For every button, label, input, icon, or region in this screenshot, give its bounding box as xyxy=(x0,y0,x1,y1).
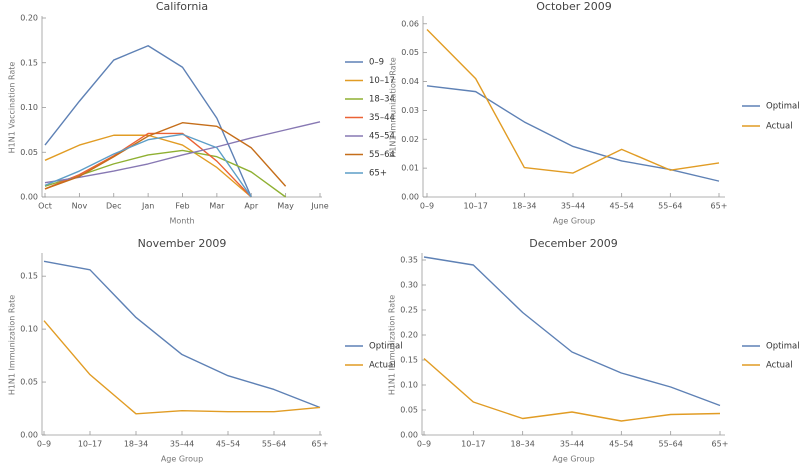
y-tick-label: 0.00 xyxy=(401,193,419,202)
x-tick-label: 10–17 xyxy=(463,202,487,211)
y-tick-label: 0.30 xyxy=(400,281,418,290)
legend-label: Actual xyxy=(369,361,396,371)
legend-label: Optimal xyxy=(766,342,800,352)
series-line xyxy=(423,357,721,422)
series-line xyxy=(426,85,720,182)
y-axis-label: H1N1 Vaccination Rate xyxy=(8,62,17,154)
y-tick-label: 0.00 xyxy=(20,431,38,440)
legend-label: Actual xyxy=(766,122,793,132)
x-tick-label: 10–17 xyxy=(461,440,485,449)
y-tick-label: 0.35 xyxy=(400,256,418,265)
x-tick-label: 55–64 xyxy=(658,202,682,211)
x-tick-label: 45–54 xyxy=(216,440,240,449)
y-tick-label: 0.00 xyxy=(20,193,38,202)
x-axis-label: Age Group xyxy=(161,455,203,464)
y-tick-label: 0.25 xyxy=(400,306,418,315)
x-tick-label: 65+ xyxy=(312,440,329,449)
x-tick-label: 18–34 xyxy=(124,440,148,449)
y-tick-label: 0.01 xyxy=(401,164,419,173)
x-tick-label: Apr xyxy=(244,202,259,211)
x-tick-label: 35–44 xyxy=(170,440,194,449)
x-tick-label: 0–9 xyxy=(420,202,434,211)
legend-label: 65+ xyxy=(369,169,387,179)
series-line xyxy=(44,134,252,198)
y-tick-label: 0.05 xyxy=(401,48,419,57)
legend-label: 10–17 xyxy=(369,76,395,86)
series-line xyxy=(44,45,252,198)
x-axis-label: Age Group xyxy=(552,455,594,464)
series-line xyxy=(426,29,720,174)
legend-label: 55–64 xyxy=(369,150,395,160)
legend-label: Optimal xyxy=(766,102,800,112)
y-tick-label: 0.03 xyxy=(401,106,419,115)
y-tick-label: 0.15 xyxy=(20,272,38,281)
series-line xyxy=(44,132,252,198)
x-axis-label: Age Group xyxy=(553,217,595,226)
y-tick-label: 0.20 xyxy=(20,14,38,23)
y-axis-label: H1N1 Immunization Rate xyxy=(8,295,17,395)
x-tick-label: 0–9 xyxy=(417,440,431,449)
y-axis-label: H1N1 Immunization Rate xyxy=(389,57,398,157)
x-tick-label: Nov xyxy=(72,202,88,211)
x-tick-label: Jan xyxy=(141,202,154,211)
chart-title: December 2009 xyxy=(529,237,618,250)
y-tick-label: 0.10 xyxy=(20,325,38,334)
y-tick-label: 0.05 xyxy=(20,148,38,157)
y-tick-label: 0.06 xyxy=(401,19,419,28)
x-tick-label: 65+ xyxy=(712,440,729,449)
y-tick-label: 0.10 xyxy=(400,381,418,390)
series-line xyxy=(423,256,721,407)
legend-label: Actual xyxy=(766,361,793,371)
series-line xyxy=(43,320,321,415)
series-line xyxy=(44,122,287,190)
legend-label: 45–54 xyxy=(369,132,395,142)
x-tick-label: 35–44 xyxy=(560,440,584,449)
y-tick-label: 0.15 xyxy=(400,356,418,365)
legend-label: 18–34 xyxy=(369,95,395,105)
chart-title: California xyxy=(156,0,208,13)
series-line xyxy=(44,121,321,184)
x-tick-label: 10–17 xyxy=(78,440,102,449)
x-tick-label: 55–64 xyxy=(658,440,682,449)
x-tick-label: 0–9 xyxy=(37,440,51,449)
x-tick-label: 18–34 xyxy=(510,440,534,449)
legend-label: 0–9 xyxy=(369,58,384,68)
y-tick-label: 0.10 xyxy=(20,103,38,112)
y-axis-label: H1N1 Immunization Rate xyxy=(388,295,397,395)
y-tick-label: 0.04 xyxy=(401,77,419,86)
y-tick-label: 0.05 xyxy=(20,378,38,387)
y-tick-label: 0.05 xyxy=(400,406,418,415)
y-tick-label: 0.00 xyxy=(400,431,418,440)
legend-label: 35–44 xyxy=(369,113,395,123)
y-tick-label: 0.02 xyxy=(401,135,419,144)
legend-label: Optimal xyxy=(369,342,403,352)
x-tick-label: Feb xyxy=(175,202,189,211)
x-tick-label: June xyxy=(310,202,329,211)
x-tick-label: Mar xyxy=(209,202,225,211)
series-line xyxy=(44,133,252,198)
y-tick-label: 0.15 xyxy=(20,58,38,67)
x-tick-label: Dec xyxy=(106,202,121,211)
x-tick-label: 65+ xyxy=(711,202,728,211)
x-tick-label: 45–54 xyxy=(609,440,633,449)
x-tick-label: 45–54 xyxy=(609,202,633,211)
x-tick-label: 35–44 xyxy=(561,202,585,211)
x-tick-label: May xyxy=(277,202,294,211)
y-tick-label: 0.20 xyxy=(400,331,418,340)
x-axis-label: Month xyxy=(169,217,194,226)
x-tick-label: 18–34 xyxy=(512,202,536,211)
chart-title: November 2009 xyxy=(138,237,227,250)
chart-title: October 2009 xyxy=(536,0,612,13)
x-tick-label: Oct xyxy=(38,202,52,211)
x-tick-label: 55–64 xyxy=(262,440,286,449)
series-line xyxy=(43,260,321,409)
